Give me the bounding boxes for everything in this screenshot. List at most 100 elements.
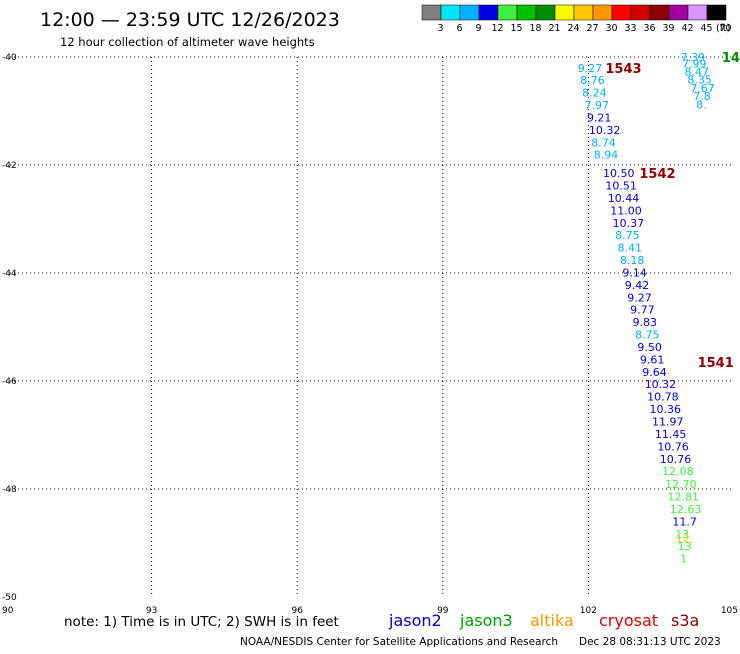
satellite-legend-s3a: s3a [671, 611, 699, 630]
wave-height-label: 7.99 [682, 57, 707, 70]
colorbar-label: 6 [456, 23, 462, 34]
wave-height-label: 8.75 [635, 329, 660, 342]
colorbar-swatch [497, 4, 518, 21]
wave-height-label: 11.45 [655, 428, 687, 441]
colorbar-legend: 3 6 9 12 15 18 21 24 27 30 33 36 39 42 45 70(ft) [421, 4, 732, 34]
colorbar-label: 9 [475, 23, 481, 34]
chart-title: 12:00 — 23:59 UTC 12/26/2023 [40, 9, 340, 31]
wave-height-label: 9.14 [622, 266, 647, 279]
plot-area: 90 93 96 99 102 105-40-42-44-46-48-50 9.278.7… [2, 51, 740, 616]
wave-height-label: 9.61 [640, 353, 665, 366]
colorbar-label: 70 [719, 23, 731, 34]
colorbar-swatch [649, 4, 670, 21]
satellite-legend-altika: altika [530, 611, 574, 630]
pass-time-label: 1541 [698, 356, 734, 371]
wave-height-label: 9.27 [578, 62, 603, 75]
colorbar-label: 33 [624, 23, 636, 34]
y-tick-label: -40 [2, 53, 17, 63]
colorbar-label: 30 [605, 23, 617, 34]
colorbar-swatch [516, 4, 537, 21]
x-tick-label: 99 [437, 606, 449, 616]
wave-height-label: 9.77 [630, 304, 655, 317]
wave-height-label: 8.18 [620, 254, 645, 267]
colorbar-swatch [459, 4, 480, 21]
wave-height-label: 1 [680, 553, 687, 566]
wave-height-label: 12.63 [670, 503, 702, 516]
x-tick-label: 102 [580, 606, 597, 616]
x-tick-label: 90 [2, 606, 14, 616]
y-tick-label: -48 [2, 485, 17, 495]
colorbar-swatch [440, 4, 461, 21]
colorbar-swatch [573, 4, 594, 21]
y-tick-label: -46 [2, 377, 17, 387]
wave-height-label: 7.8 [693, 90, 711, 103]
colorbar-label: 24 [567, 23, 579, 34]
satellite-legend: jason2 jason3 altika cryosat s3a [388, 611, 699, 630]
colorbar-swatch [630, 4, 651, 21]
note-text: note: 1) Time is in UTC; 2) SWH is in fe… [64, 614, 339, 630]
wave-height-label: 11.00 [610, 204, 642, 217]
wave-height-label: 10.78 [647, 391, 679, 404]
wave-height-label: 10.37 [613, 217, 645, 230]
colorbar-label: 18 [529, 23, 541, 34]
wave-height-label: 8.41 [618, 242, 643, 255]
wave-height-label: 10.76 [660, 453, 692, 466]
data-labels: 9.278.768.247.979.2110.328.748.9410.5010… [578, 51, 740, 566]
colorbar-label: 36 [643, 23, 655, 34]
pass-time-label: 1543 [605, 62, 641, 77]
wave-height-label: 7.67 [690, 82, 715, 95]
axis-tick-labels: 90 93 96 99 102 105 -40 -42 -44 -46 -48 -50 [2, 53, 738, 616]
wave-height-label: 13 [675, 528, 689, 541]
colorbar-swatch [421, 4, 442, 21]
x-tick-label: 96 [291, 606, 303, 616]
colorbar-label: 15 [510, 23, 522, 34]
colorbar-swatch [592, 4, 613, 21]
y-tick-label: -44 [2, 269, 17, 279]
wave-height-label: 9.27 [627, 291, 652, 304]
colorbar-swatch [668, 4, 689, 21]
colorbar-swatch [478, 4, 499, 21]
wave-height-label: 10.32 [589, 124, 621, 137]
wave-height-label: 10.36 [650, 403, 682, 416]
colorbar-swatch [706, 4, 727, 21]
wave-height-label: 8.35 [687, 74, 712, 87]
satellite-legend-jason3: jason3 [459, 611, 513, 630]
colorbar-label: 42 [681, 23, 693, 34]
wave-height-label: 10.44 [608, 192, 640, 205]
colorbar-label: 21 [548, 23, 560, 34]
wave-height-label: 9.21 [587, 111, 612, 124]
y-tick-label: -42 [2, 161, 17, 171]
wave-height-label: 8. [696, 99, 707, 112]
colorbar-unit: (ft) [716, 23, 730, 34]
satellite-legend-cryosat: cryosat [599, 611, 658, 630]
colorbar-swatch [611, 4, 632, 21]
wave-height-label: 8.47 [684, 66, 709, 79]
colorbar-label: 27 [586, 23, 598, 34]
wave-height-label: 8.74 [591, 136, 616, 149]
pass-time-label: 14 [722, 51, 740, 66]
colorbar-swatch [687, 4, 708, 21]
grid-lines [6, 56, 734, 597]
wave-height-label: 10.51 [605, 180, 637, 193]
colorbar-swatch [554, 4, 575, 21]
colorbar-label: 45 [700, 23, 712, 34]
wave-height-label: 9.83 [633, 316, 658, 329]
chart-subtitle: 12 hour collection of altimeter wave hei… [60, 35, 315, 49]
wave-height-label: 12. [676, 533, 694, 546]
wave-height-label: 8.76 [580, 74, 605, 87]
wave-height-label: 10.76 [657, 440, 689, 453]
wave-height-label: 11.7 [672, 515, 697, 528]
x-tick-label: 93 [146, 606, 157, 616]
wave-height-label: 7.39 [681, 51, 706, 64]
wave-height-label: 7.97 [585, 99, 610, 112]
satellite-legend-jason2: jason2 [388, 611, 442, 630]
wave-height-label: 8.94 [594, 149, 619, 162]
wave-height-label: 12.08 [662, 465, 694, 478]
wave-height-label: 9.42 [625, 279, 650, 292]
wave-height-label: 11.97 [652, 416, 684, 429]
wave-height-label: 10.50 [603, 167, 635, 180]
credit-text: NOAA/NESDIS Center for Satellite Applica… [240, 636, 558, 648]
